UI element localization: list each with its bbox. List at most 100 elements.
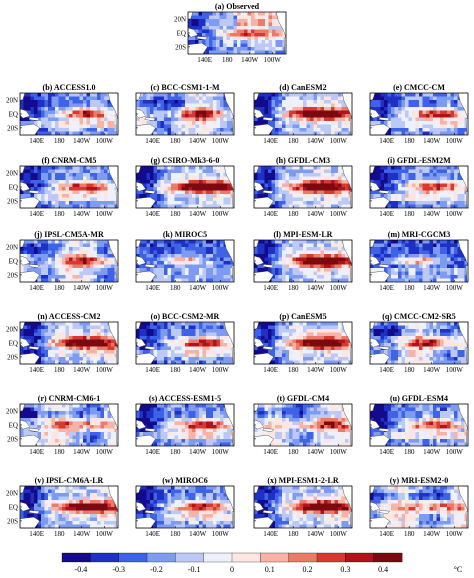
heat-cell	[436, 124, 441, 129]
heat-cell	[146, 322, 151, 326]
heat-cell	[76, 360, 80, 365]
heat-cell	[292, 240, 297, 244]
heat-cell	[58, 257, 63, 262]
heat-cell	[44, 194, 49, 198]
heat-cell	[178, 121, 182, 125]
heat-cell	[79, 187, 84, 191]
heat-cell	[48, 332, 52, 337]
heat-cell	[223, 257, 228, 262]
heat-cell	[167, 257, 172, 262]
heat-cell	[398, 124, 402, 129]
heat-cell	[401, 204, 406, 209]
heat-cell	[76, 114, 80, 118]
heat-cell	[320, 204, 325, 209]
heat-cell	[72, 325, 77, 330]
heat-cell	[157, 124, 161, 129]
heat-cell	[34, 176, 38, 181]
heat-cell	[79, 93, 84, 97]
heat-cell	[150, 107, 154, 111]
heat-cell	[44, 247, 49, 251]
heat-cell	[27, 243, 31, 248]
heat-cell	[192, 271, 196, 276]
heat-cell	[79, 343, 84, 347]
heat-cell	[178, 96, 182, 101]
heat-cell	[58, 107, 63, 111]
heat-cell	[107, 190, 112, 195]
heat-cell	[213, 261, 217, 265]
heat-cell	[48, 271, 52, 276]
heat-cell	[90, 187, 94, 191]
heat-cell	[72, 275, 77, 279]
heat-cell	[338, 264, 342, 269]
heat-cell	[387, 268, 392, 272]
heat-cell	[111, 201, 115, 205]
heat-cell	[139, 325, 144, 330]
heat-cell	[76, 201, 80, 205]
heat-cell	[37, 275, 42, 279]
heat-cell	[157, 264, 161, 269]
heat-cell	[48, 131, 52, 136]
heat-cell	[202, 240, 207, 244]
heat-cell	[310, 250, 314, 255]
heat-cell	[97, 100, 101, 104]
heat-cell	[216, 47, 220, 51]
heat-cell	[20, 176, 24, 181]
heat-cell	[408, 201, 413, 205]
heat-cell	[324, 201, 328, 205]
heat-cell	[65, 240, 70, 244]
heat-cell	[271, 114, 276, 118]
heat-cell	[206, 271, 210, 276]
heat-cell	[394, 173, 399, 177]
lon-tick-label: 140E	[29, 366, 44, 374]
heat-cell	[464, 261, 469, 265]
heat-cell	[454, 117, 458, 122]
heat-cell	[185, 268, 189, 272]
heat-cell	[398, 275, 402, 279]
heat-cell	[289, 166, 293, 170]
heat-cell	[199, 173, 203, 177]
heat-cell	[282, 33, 287, 37]
heat-cell	[223, 278, 228, 283]
heat-cell	[206, 107, 210, 111]
heat-cell	[285, 194, 290, 198]
heat-cell	[83, 353, 87, 358]
heat-cell	[240, 36, 245, 41]
heat-cell	[324, 93, 328, 97]
heat-cell	[289, 240, 293, 244]
heat-cell	[320, 110, 325, 115]
heat-cell	[97, 322, 101, 326]
heat-cell	[93, 343, 98, 347]
heat-cell	[440, 204, 444, 209]
heat-cell	[86, 243, 91, 248]
lon-tick-label: 180	[404, 137, 415, 145]
heat-cell	[167, 261, 172, 265]
heat-cell	[464, 275, 469, 279]
heat-cell	[327, 117, 332, 122]
heat-cell	[419, 93, 423, 97]
heat-cell	[443, 100, 448, 104]
heat-cell	[216, 190, 221, 195]
heat-cell	[230, 204, 235, 209]
heat-cell	[299, 100, 304, 104]
heat-cell	[313, 96, 318, 101]
heat-cell	[100, 169, 105, 174]
heat-cell	[401, 128, 406, 132]
heat-cell	[178, 117, 182, 122]
heat-cell	[90, 121, 94, 125]
heat-cell	[443, 187, 448, 191]
heat-cell	[258, 43, 262, 48]
heat-cell	[419, 268, 423, 272]
heat-cell	[440, 201, 444, 205]
heat-cell	[415, 180, 420, 184]
heat-cell	[384, 100, 388, 104]
heat-cell	[72, 268, 77, 272]
heat-cell	[373, 194, 378, 198]
heat-cell	[324, 204, 328, 209]
heat-cell	[324, 107, 328, 111]
heat-cell	[401, 201, 406, 205]
heat-cell	[83, 336, 87, 340]
heat-cell	[212, 26, 217, 30]
heat-cell	[426, 128, 430, 132]
heat-cell	[150, 96, 154, 101]
heat-cell	[86, 240, 91, 244]
